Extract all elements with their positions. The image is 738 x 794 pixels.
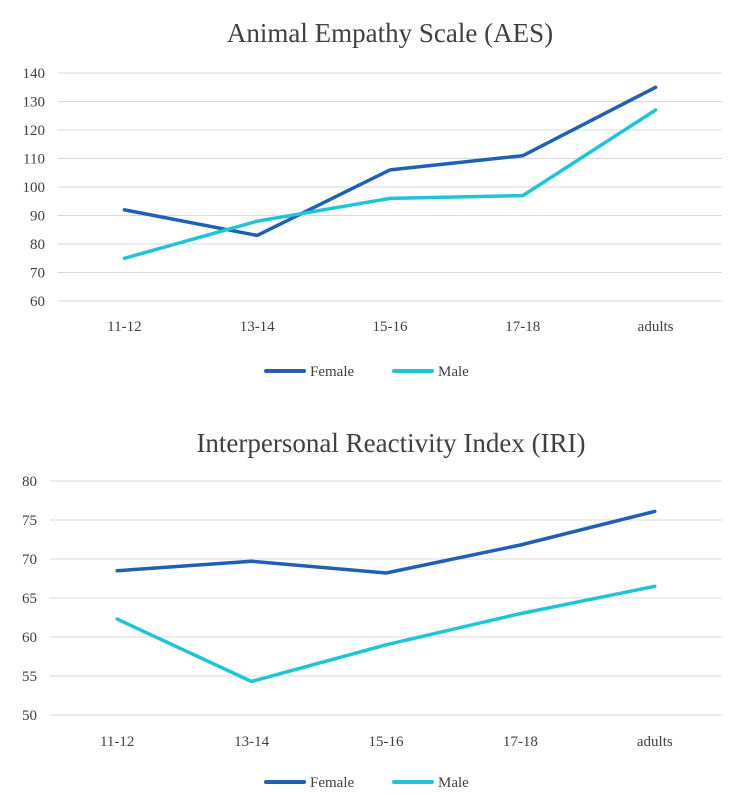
aes-y-tick-label: 140	[23, 66, 46, 82]
iri-y-tick-label: 70	[22, 552, 37, 568]
iri-chart-title: Interpersonal Reactivity Index (IRI)	[196, 428, 585, 458]
iri-y-tick-label: 75	[22, 513, 37, 529]
iri-y-tick-label: 50	[22, 708, 37, 724]
iri-x-tick-label: 13-14	[234, 734, 269, 750]
aes-chart-title: Animal Empathy Scale (AES)	[227, 18, 553, 48]
aes-x-tick-label: adults	[638, 319, 674, 335]
iri-legend-label-female: Female	[310, 775, 354, 791]
iri-series-line-male	[115, 584, 657, 684]
aes-y-tick-label: 70	[30, 266, 45, 282]
aes-y-tick-label: 130	[23, 95, 46, 111]
iri-x-tick-label: 15-16	[369, 734, 404, 750]
aes-y-tick-label: 60	[30, 294, 45, 310]
aes-x-tick-label: 17-18	[505, 319, 540, 335]
aes-series-line-male	[122, 108, 658, 261]
aes-y-tick-label: 110	[23, 152, 45, 168]
iri-y-tick-label: 55	[22, 669, 37, 685]
iri-x-tick-label: 17-18	[503, 734, 538, 750]
aes-y-tick-label: 90	[30, 209, 45, 225]
aes-x-tick-label: 11-12	[107, 319, 141, 335]
iri-chart: Interpersonal Reactivity Index (IRI) 50 55…	[22, 428, 722, 791]
iri-y-tick-label: 65	[22, 591, 37, 607]
iri-x-tick-label: adults	[637, 734, 673, 750]
aes-chart: Animal Empathy Scale (AES) 60 70 80 90 100 110…	[23, 18, 722, 380]
aes-x-tick-label: 13-14	[240, 319, 275, 335]
iri-x-tick-label: 11-12	[100, 734, 134, 750]
aes-y-tick-label: 120	[23, 123, 46, 139]
aes-y-tick-label: 100	[23, 180, 46, 196]
aes-legend-label-female: Female	[310, 364, 354, 380]
aes-y-tick-label: 80	[30, 237, 45, 253]
aes-x-tick-label: 15-16	[373, 319, 408, 335]
aes-legend-label-male: Male	[438, 364, 469, 380]
iri-series-line-female	[115, 509, 657, 575]
iri-legend-label-male: Male	[438, 775, 469, 791]
iri-y-tick-label: 80	[22, 474, 37, 490]
iri-y-tick-label: 60	[22, 630, 37, 646]
